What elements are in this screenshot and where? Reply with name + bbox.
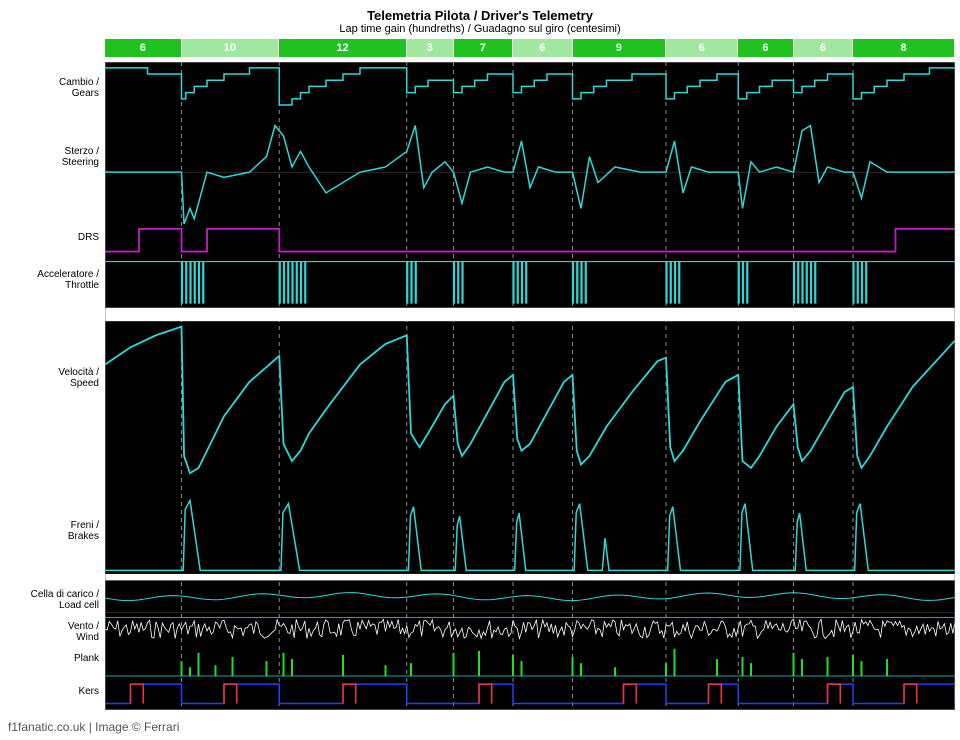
panel-label-plank: Plank: [74, 653, 99, 664]
sector-cell: 6: [105, 39, 182, 57]
sector-cell: 8: [853, 39, 955, 57]
panel-label-wind: Vento /Wind: [68, 621, 99, 643]
panel-label-speed: Velocità /Speed: [58, 367, 99, 389]
panel-label-throttle: Acceleratore /Throttle: [37, 269, 99, 291]
chart-subtitle: Lap time gain (hundreths) / Guadagno sul…: [0, 23, 960, 39]
sector-cell: 6: [513, 39, 573, 57]
sector-cell: 12: [279, 39, 407, 57]
panel-label-gears: Cambio /Gears: [59, 77, 99, 99]
telemetry-chart: [105, 62, 955, 710]
panel-label-steering: Sterzo /Steering: [62, 146, 99, 168]
panel-label-loadcell: Cella di carico /Load cell: [31, 589, 99, 611]
sector-cell: 7: [454, 39, 514, 57]
footer-credit: f1fanatic.co.uk | Image © Ferrari: [8, 720, 179, 734]
sector-cell: 6: [794, 39, 854, 57]
panel-label-kers: Kers: [78, 686, 99, 697]
sector-cell: 9: [573, 39, 667, 57]
sector-cell: 10: [182, 39, 280, 57]
sector-cell: 6: [666, 39, 738, 57]
panel-label-brakes: Freni /Brakes: [68, 520, 99, 542]
chart-title: Telemetria Pilota / Driver's Telemetry: [0, 0, 960, 23]
sector-cell: 6: [738, 39, 793, 57]
panel-label-drs: DRS: [78, 232, 99, 243]
sector-cell: 3: [407, 39, 454, 57]
sector-bar: 6101237696668: [105, 39, 955, 57]
axis-labels: Cambio /Gears Sterzo /Steering DRS Accelera…: [0, 62, 105, 710]
